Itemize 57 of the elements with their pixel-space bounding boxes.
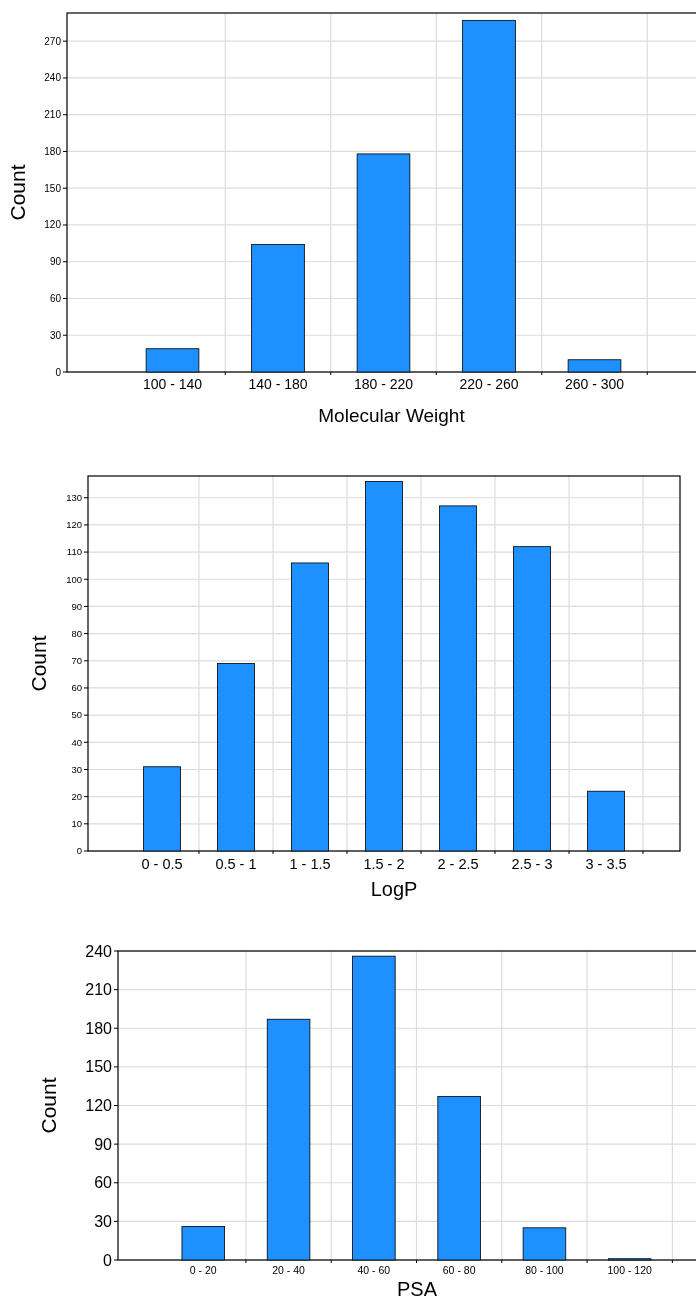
y-axis-title: Count: [6, 164, 29, 221]
y-tick-label: 150: [85, 1058, 113, 1076]
y-tick-label: 240: [44, 72, 62, 84]
x-tick-label: 220 - 260: [459, 376, 519, 393]
y-tick-label: 70: [71, 655, 82, 667]
x-tick-label: 20 - 40: [272, 1264, 306, 1277]
y-tick-label: 100: [66, 573, 82, 585]
x-tick-label: 1 - 1.5: [289, 855, 331, 872]
x-tick-label: 2 - 2.5: [437, 855, 479, 872]
y-tick-label: 0: [55, 366, 62, 378]
y-tick-label: 30: [94, 1212, 113, 1230]
y-tick-label: 30: [49, 329, 62, 341]
y-tick-label: 180: [44, 145, 62, 157]
y-tick-label: 90: [94, 1135, 113, 1153]
x-tick-label: 0 - 0.5: [141, 855, 183, 872]
x-tick-label: 1.5 - 2: [363, 855, 405, 872]
y-tick-label: 90: [71, 600, 82, 612]
y-tick-label: 120: [85, 1097, 113, 1115]
y-tick-label: 0: [103, 1251, 113, 1269]
x-axis-title: PSA: [396, 1278, 438, 1300]
y-tick-label: 10: [71, 818, 82, 830]
x-tick-label: 3 - 3.5: [585, 855, 627, 872]
y-axis-title: Count: [27, 635, 50, 692]
x-tick-label: 60 - 80: [442, 1264, 476, 1277]
x-tick-label: 0.5 - 1: [215, 855, 257, 872]
x-tick-label: 80 - 100: [525, 1264, 564, 1277]
y-tick-label: 110: [66, 546, 82, 558]
x-axis-title: Molecular Weight: [318, 405, 466, 426]
y-tick-label: 210: [44, 109, 62, 121]
y-tick-label: 60: [49, 292, 62, 304]
y-tick-label: 30: [71, 763, 82, 775]
y-tick-label: 60: [71, 682, 82, 694]
x-tick-label: 140 - 180: [248, 376, 308, 393]
y-tick-label: 210: [85, 981, 113, 999]
x-tick-label: 260 - 300: [564, 376, 625, 393]
x-tick-label: 100 - 120: [607, 1264, 653, 1277]
y-tick-label: 120: [44, 219, 62, 231]
y-tick-label: 20: [71, 790, 82, 802]
y-tick-label: 80: [71, 627, 82, 639]
y-axis-title: Count: [37, 1077, 60, 1134]
y-tick-label: 50: [71, 709, 82, 721]
x-tick-label: 2.5 - 3: [511, 855, 553, 872]
y-tick-label: 130: [66, 492, 82, 504]
x-tick-label: 40 - 60: [357, 1264, 391, 1277]
y-tick-label: 40: [71, 736, 82, 748]
y-tick-label: 0: [76, 845, 82, 857]
y-tick-label: 120: [66, 519, 82, 531]
y-tick-label: 240: [85, 942, 113, 960]
x-axis-title: LogP: [370, 878, 418, 900]
y-tick-label: 180: [85, 1019, 113, 1037]
x-tick-label: 180 - 220: [353, 376, 414, 393]
y-tick-label: 270: [44, 35, 62, 47]
x-tick-label: 0 - 20: [189, 1264, 217, 1277]
y-tick-label: 60: [94, 1174, 113, 1192]
y-tick-label: 90: [49, 256, 62, 268]
x-tick-label: 100 - 140: [142, 376, 203, 393]
y-tick-label: 150: [44, 182, 62, 194]
